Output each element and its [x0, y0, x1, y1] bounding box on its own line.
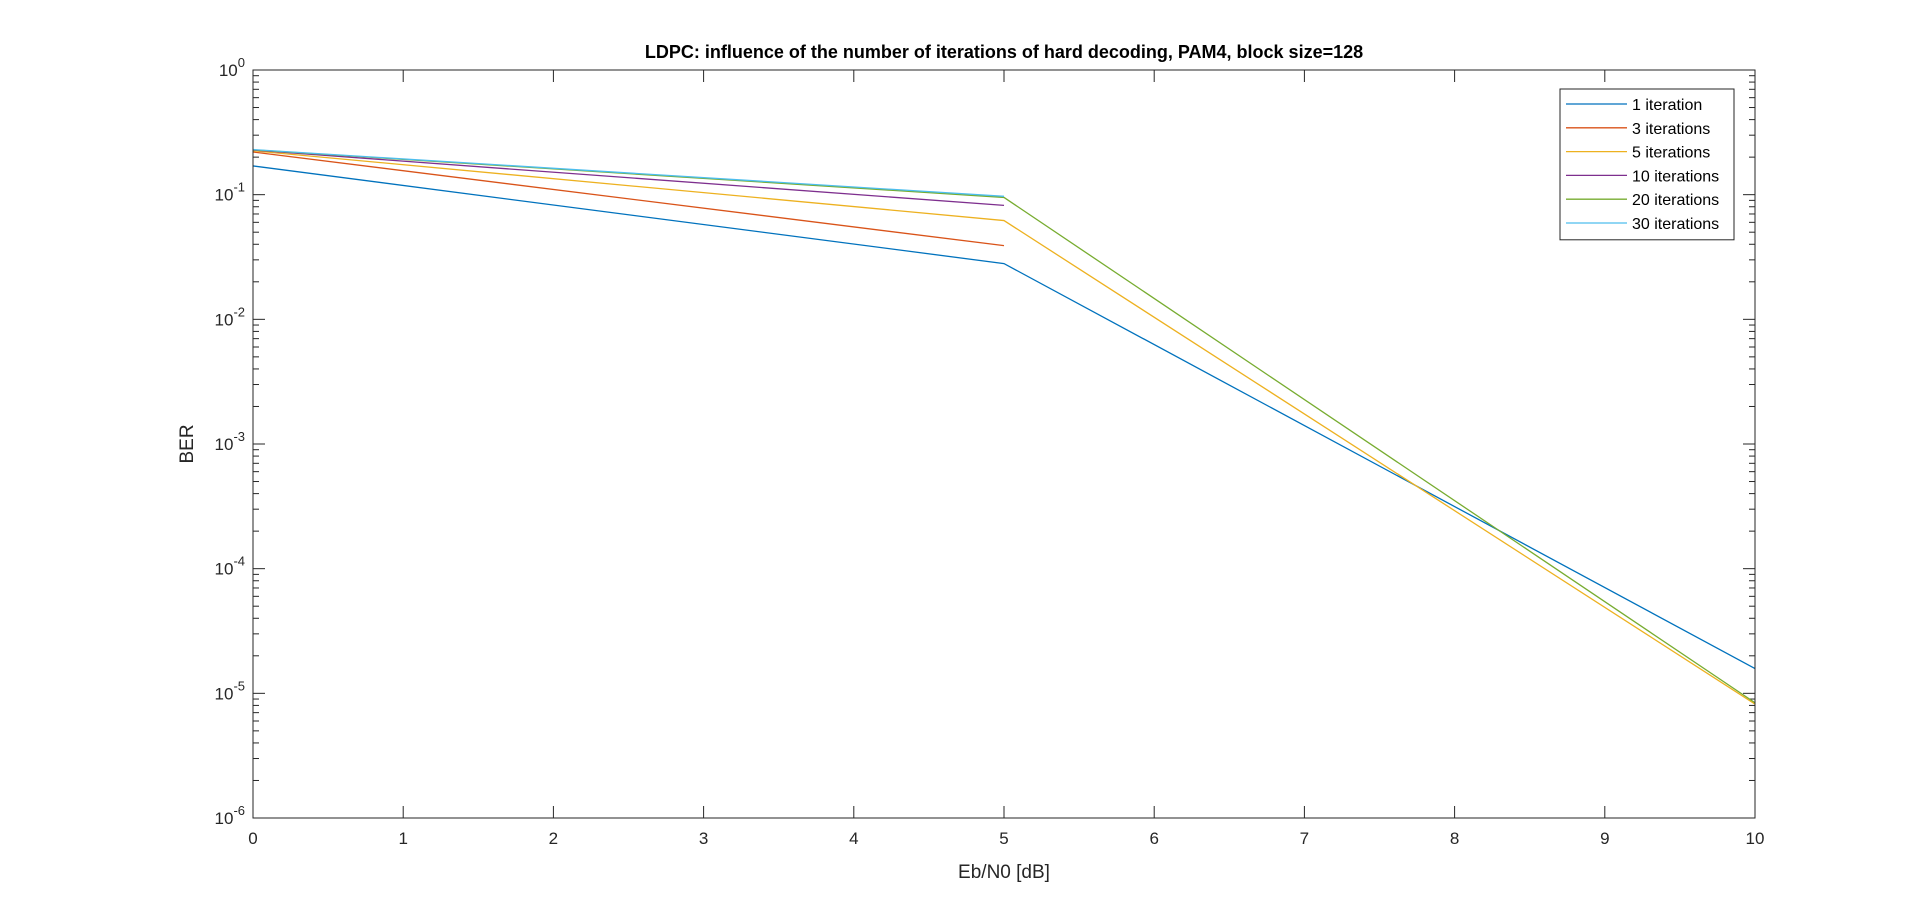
legend-label: 3 iterations — [1632, 121, 1710, 138]
x-tick-label: 2 — [549, 829, 558, 848]
y-tick-label: 100 — [219, 55, 245, 80]
x-tick-label: 9 — [1600, 829, 1609, 848]
series-line — [252, 151, 1005, 247]
x-tick-label: 1 — [398, 829, 407, 848]
x-tick-label: 7 — [1300, 829, 1309, 848]
plot-border — [252, 69, 1756, 819]
legend-label: 5 iterations — [1632, 145, 1710, 162]
series-line — [252, 149, 1005, 207]
x-tick-label: 4 — [849, 829, 858, 848]
series-line — [252, 148, 1005, 197]
y-tick-label: 10-3 — [215, 429, 245, 454]
legend-label: 1 iteration — [1632, 97, 1702, 114]
y-axis-label: BER — [177, 424, 198, 463]
legend: 1 iteration 3 iterations 5 iterations 10 it… — [1559, 88, 1735, 241]
chart-title: LDPC: influence of the number of iterati… — [645, 42, 1363, 62]
legend-box — [1559, 88, 1735, 241]
series-lines — [252, 148, 1756, 705]
x-tick-label: 6 — [1149, 829, 1158, 848]
y-tick-label: 10-4 — [215, 554, 245, 579]
y-tick-label: 10-5 — [215, 678, 245, 703]
x-axis-label: Eb/N0 [dB] — [958, 862, 1050, 883]
series-line — [252, 150, 1756, 705]
x-tick-label: 5 — [999, 829, 1008, 848]
y-axis-ticks: 100 10-1 10-2 10-3 10-4 10-5 10-6 — [215, 55, 1755, 828]
x-tick-label: 0 — [248, 829, 257, 848]
y-tick-label: 10-2 — [215, 304, 245, 329]
x-tick-label: 8 — [1450, 829, 1459, 848]
legend-label: 20 iterations — [1632, 192, 1719, 209]
legend-label: 10 iterations — [1632, 168, 1719, 185]
legend-label: 30 iterations — [1632, 216, 1719, 233]
x-tick-label: 10 — [1746, 829, 1765, 848]
y-tick-label: 10-6 — [215, 803, 245, 828]
x-tick-label: 3 — [699, 829, 708, 848]
x-axis-ticks: 0 1 2 3 4 5 6 7 8 9 10 — [248, 70, 1764, 848]
y-tick-label: 10-1 — [215, 180, 245, 205]
plot-area — [253, 70, 1755, 818]
